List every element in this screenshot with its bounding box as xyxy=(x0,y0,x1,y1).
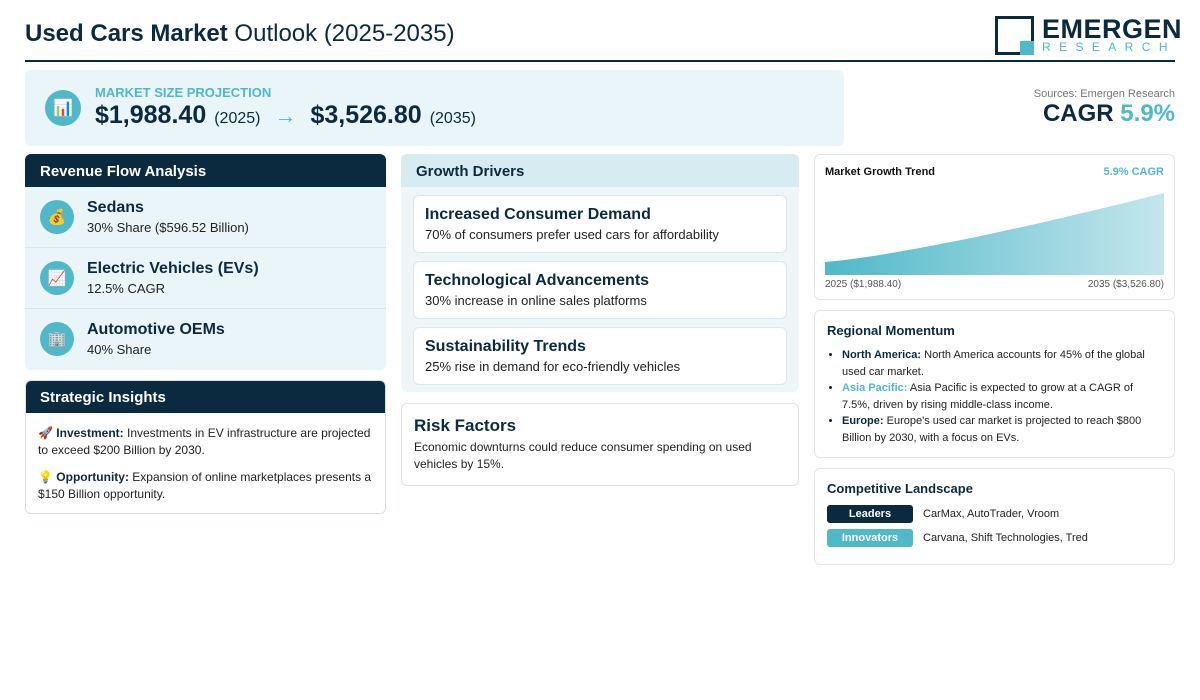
end-value: $3,526.80 xyxy=(310,101,422,129)
insight-investment: 🚀 Investment: Investments in EV infrastr… xyxy=(38,426,371,457)
driver-title: Sustainability Trends xyxy=(425,338,586,355)
start-value: $1,988.40 xyxy=(95,101,207,129)
projection-values: $1,988.40 (2025) → $3,526.80 (2035) xyxy=(95,101,476,130)
market-growth-trend-card: Market Growth Trend 5.9% CAGR 2025 ($1,9… xyxy=(814,154,1175,300)
innovators-names: Carvana, Shift Technologies, Tred xyxy=(923,532,1088,544)
driver-desc: 70% of consumers prefer used cars for af… xyxy=(425,227,719,242)
money-bag-icon: 💰 xyxy=(40,200,74,234)
trend-end-label: 2035 ($3,526.80) xyxy=(1087,279,1164,290)
regional-momentum-title: Regional Momentum xyxy=(827,323,955,338)
leaders-names: CarMax, AutoTrader, Vroom xyxy=(923,508,1060,520)
revenue-item-subtitle: 40% Share xyxy=(87,342,152,357)
revenue-item-title: Electric Vehicles (EVs) xyxy=(87,260,259,277)
sources-note: Sources: Emergen Research xyxy=(1033,88,1175,100)
revenue-item-title: Automotive OEMs xyxy=(87,321,225,338)
trend-area-chart xyxy=(825,193,1164,275)
driver-title: Increased Consumer Demand xyxy=(425,206,651,223)
building-icon: 🏢 xyxy=(40,322,74,356)
revenue-item-oems: 🏢 Automotive OEMs 40% Share xyxy=(25,309,386,370)
region-asia-pacific: Asia Pacific: Asia Pacific is expected t… xyxy=(842,380,1162,413)
cagr-headline: CAGR 5.9% xyxy=(1042,100,1175,127)
bar-chart-icon: 📊 xyxy=(45,90,81,126)
rocket-icon: 🚀 xyxy=(38,426,53,440)
competitor-row-innovators: Innovators Carvana, Shift Technologies, … xyxy=(827,529,1088,547)
innovators-badge: Innovators xyxy=(827,529,913,547)
revenue-item-title: Sedans xyxy=(87,199,144,216)
driver-sustainability: Sustainability Trends 25% rise in demand… xyxy=(413,327,787,385)
logo-subtitle: RESEARCH xyxy=(1042,40,1176,54)
regional-momentum-card: Regional Momentum North America: North A… xyxy=(814,310,1175,458)
revenue-item-subtitle: 12.5% CAGR xyxy=(87,281,166,296)
insight-opportunity: 💡 Opportunity: Expansion of online marke… xyxy=(38,470,372,501)
growth-drivers-card: Growth Drivers Increased Consumer Demand… xyxy=(401,154,799,392)
end-year: (2035) xyxy=(429,110,476,127)
logo-mark-icon xyxy=(995,16,1034,55)
strategic-insights-card: Strategic Insights 🚀 Investment: Investm… xyxy=(25,380,386,514)
risk-factors-desc: Economic downturns could reduce consumer… xyxy=(414,440,752,471)
competitive-landscape-title: Competitive Landscape xyxy=(827,481,973,496)
cagr-value: 5.9% xyxy=(1120,100,1175,127)
revenue-flow-card: Revenue Flow Analysis 💰 Sedans 30% Share… xyxy=(25,154,386,370)
start-year: (2025) xyxy=(214,110,261,127)
revenue-item-evs: 📈 Electric Vehicles (EVs) 12.5% CAGR xyxy=(25,248,386,309)
trend-title: Market Growth Trend xyxy=(825,166,936,178)
risk-factors-title: Risk Factors xyxy=(414,416,517,435)
trend-start-label: 2025 ($1,988.40) xyxy=(825,279,902,290)
lightbulb-icon: 💡 xyxy=(38,470,53,484)
driver-technology: Technological Advancements 30% increase … xyxy=(413,261,787,319)
growth-drivers-title: Growth Drivers xyxy=(401,154,799,187)
revenue-flow-title: Revenue Flow Analysis xyxy=(25,154,386,187)
page-title: Used Cars Market Outlook (2025-2035) xyxy=(25,20,455,47)
driver-title: Technological Advancements xyxy=(425,272,650,289)
revenue-item-subtitle: 30% Share ($596.52 Billion) xyxy=(87,220,249,235)
trend-up-icon: 📈 xyxy=(40,261,74,295)
region-north-america: North America: North America accounts fo… xyxy=(842,347,1162,380)
driver-desc: 30% increase in online sales platforms xyxy=(425,293,647,308)
competitor-row-leaders: Leaders CarMax, AutoTrader, Vroom xyxy=(827,505,1059,523)
leaders-badge: Leaders xyxy=(827,505,913,523)
revenue-item-sedans: 💰 Sedans 30% Share ($596.52 Billion) xyxy=(25,187,386,248)
driver-consumer-demand: Increased Consumer Demand 70% of consume… xyxy=(413,195,787,253)
arrow-right-icon: → xyxy=(274,103,297,128)
region-europe: Europe: Europe's used car market is proj… xyxy=(842,413,1162,446)
risk-factors-card: Risk Factors Economic downturns could re… xyxy=(401,403,799,486)
market-size-projection: 📊 MARKET SIZE PROJECTION $1,988.40 (2025… xyxy=(25,70,844,146)
trend-cagr: 5.9% CAGR xyxy=(1103,166,1164,178)
emergen-logo[interactable]: EMERGEN RESEARCH xyxy=(995,14,1182,56)
projection-label: MARKET SIZE PROJECTION xyxy=(95,85,272,100)
logo-name: EMERGEN xyxy=(1042,14,1183,44)
driver-desc: 25% rise in demand for eco-friendly vehi… xyxy=(425,359,681,374)
competitive-landscape-card: Competitive Landscape Leaders CarMax, Au… xyxy=(814,468,1175,565)
trend-area xyxy=(825,193,1164,275)
strategic-insights-title: Strategic Insights xyxy=(26,381,385,413)
page-header: Used Cars Market Outlook (2025-2035) EME… xyxy=(25,12,1182,62)
